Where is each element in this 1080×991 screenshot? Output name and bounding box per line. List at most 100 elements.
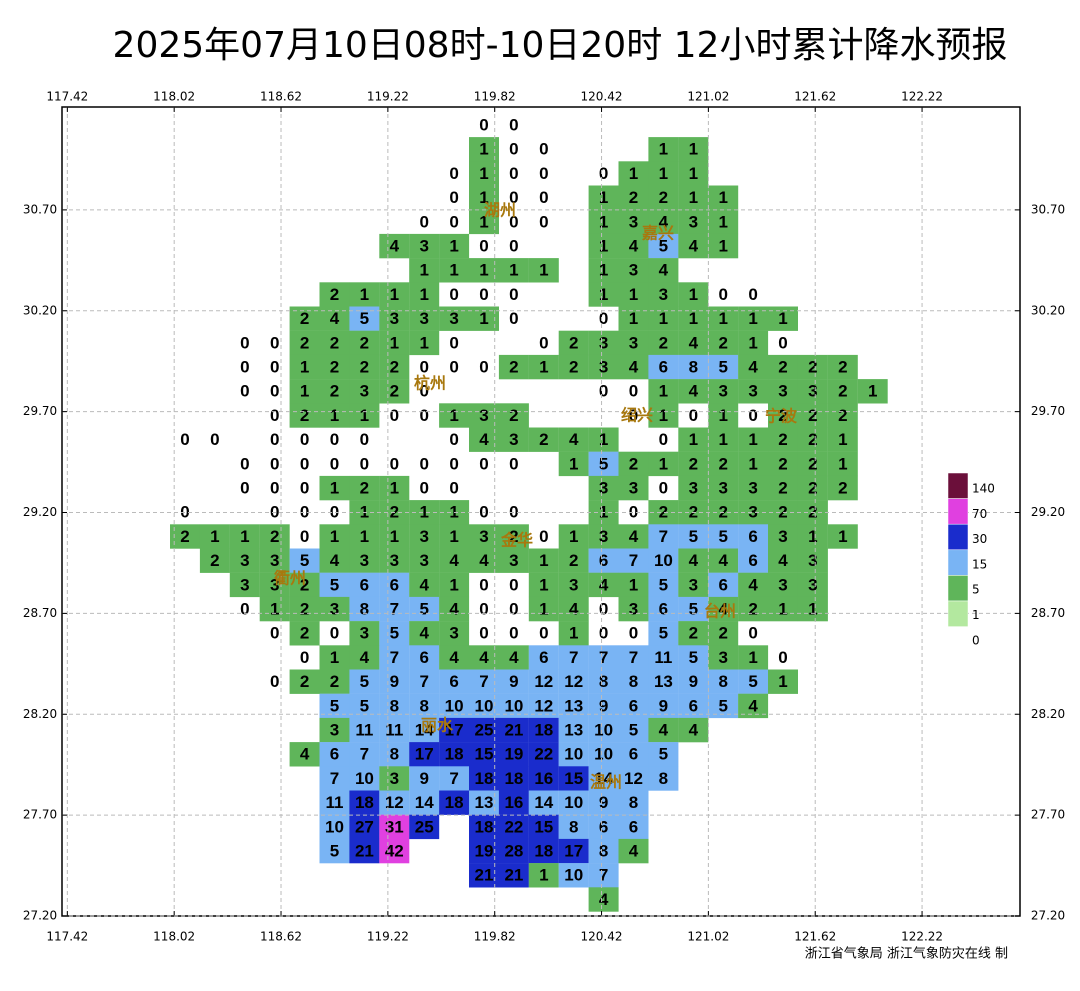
precip-value: 0 [300,454,309,473]
precip-value: 0 [629,406,638,425]
credit: 浙江省气象局 浙江气象防灾在线 制 [805,946,1008,962]
precip-value: 4 [689,236,699,255]
precip-cell [469,814,499,840]
legend-label: 15 [972,557,987,571]
precip-cell [738,548,769,573]
precip-cell [738,669,769,694]
precip-value: 1 [419,285,428,304]
precip-cell [618,330,649,356]
legend-label: 1 [972,608,980,622]
precip-value: 12 [385,793,404,812]
precip-value: 1 [629,164,638,183]
precip-cell [648,282,679,307]
precip-value: 13 [564,696,583,715]
precip-cell [678,354,709,380]
precip-value: 9 [419,769,428,788]
precip-value: 7 [629,551,638,570]
precip-cell [289,669,320,694]
legend-label: 140 [972,482,995,496]
precip-cell [379,475,410,501]
precip-cell [409,717,440,743]
precip-value: 3 [718,648,727,667]
precip-cell [768,548,798,573]
y-tick-label: 30.70 [1031,202,1065,216]
precip-value: 2 [838,382,847,401]
precip-cell [648,742,679,767]
precip-value: 0 [449,164,458,183]
precip-value: 0 [599,382,608,401]
precip-cell [439,233,470,259]
precip-cell [827,354,858,380]
precip-value: 0 [449,430,458,449]
precip-value: 3 [748,382,757,401]
precip-value: 0 [270,478,279,497]
precip-cell [289,403,320,428]
precip-cell [379,548,410,573]
precip-value: 28 [504,841,523,860]
precip-cell [797,354,828,380]
precip-value: 7 [330,769,339,788]
precip-value: 8 [718,672,727,691]
x-tick-label: 121.02 [687,90,729,104]
x-tick-label: 119.82 [474,90,516,104]
precip-value: 3 [748,478,757,497]
precip-value: 42 [385,841,404,860]
precip-value: 2 [300,333,309,352]
precip-value: 2 [330,672,339,691]
precip-cell [528,863,559,888]
precip-value: 1 [748,430,757,449]
precip-value: 2 [180,527,189,546]
precip-value: 1 [479,309,488,328]
precip-value: 17 [564,841,583,860]
precip-value: 3 [270,551,279,570]
y-tick-label: 29.20 [1031,505,1065,519]
precip-cell [678,645,709,670]
precip-value: 1 [659,309,668,328]
precip-value: 1 [748,309,757,328]
precip-value: 3 [718,478,727,497]
precip-value: 2 [808,357,817,376]
precip-cell [528,427,559,452]
precip-cell [498,790,529,815]
precip-value: 6 [539,648,548,667]
precip-value: 3 [629,333,638,352]
precip-cell [588,209,619,235]
precip-value: 4 [599,575,609,594]
precip-value: 2 [808,430,817,449]
precip-cell [588,185,619,210]
precip-value: 1 [629,575,638,594]
precip-cell [319,814,350,840]
precip-cell [588,572,619,598]
precip-cell [708,548,739,573]
precip-value: 27 [355,817,374,836]
precip-value: 6 [659,599,668,618]
precip-cell [409,548,440,573]
precip-value: 0 [449,188,458,207]
precip-value: 8 [689,357,698,376]
precip-value: 1 [270,599,279,618]
precip-value: 5 [419,599,428,618]
precip-cell [349,354,380,380]
precip-cell [229,524,260,549]
legend-swatch [947,575,969,602]
precip-cell [439,717,470,743]
precip-value: 1 [659,406,668,425]
precip-value: 5 [360,672,369,691]
precip-cell [588,669,619,694]
precip-value: 8 [599,841,608,860]
precip-value: 0 [419,212,428,231]
precip-value: 4 [689,551,699,570]
precip-value: 3 [808,382,817,401]
precip-value: 5 [330,575,339,594]
precip-cell [379,717,410,743]
precip-value: 0 [629,624,638,643]
x-tick-label: 117.42 [46,90,88,104]
precip-value: 15 [475,745,494,764]
precip-value: 0 [449,212,458,231]
precip-value: 8 [390,745,399,764]
precip-value: 3 [419,551,428,570]
precip-cell [528,258,559,283]
legend-label: 30 [972,532,987,546]
precip-cell [498,838,529,864]
precip-value: 3 [599,333,608,352]
